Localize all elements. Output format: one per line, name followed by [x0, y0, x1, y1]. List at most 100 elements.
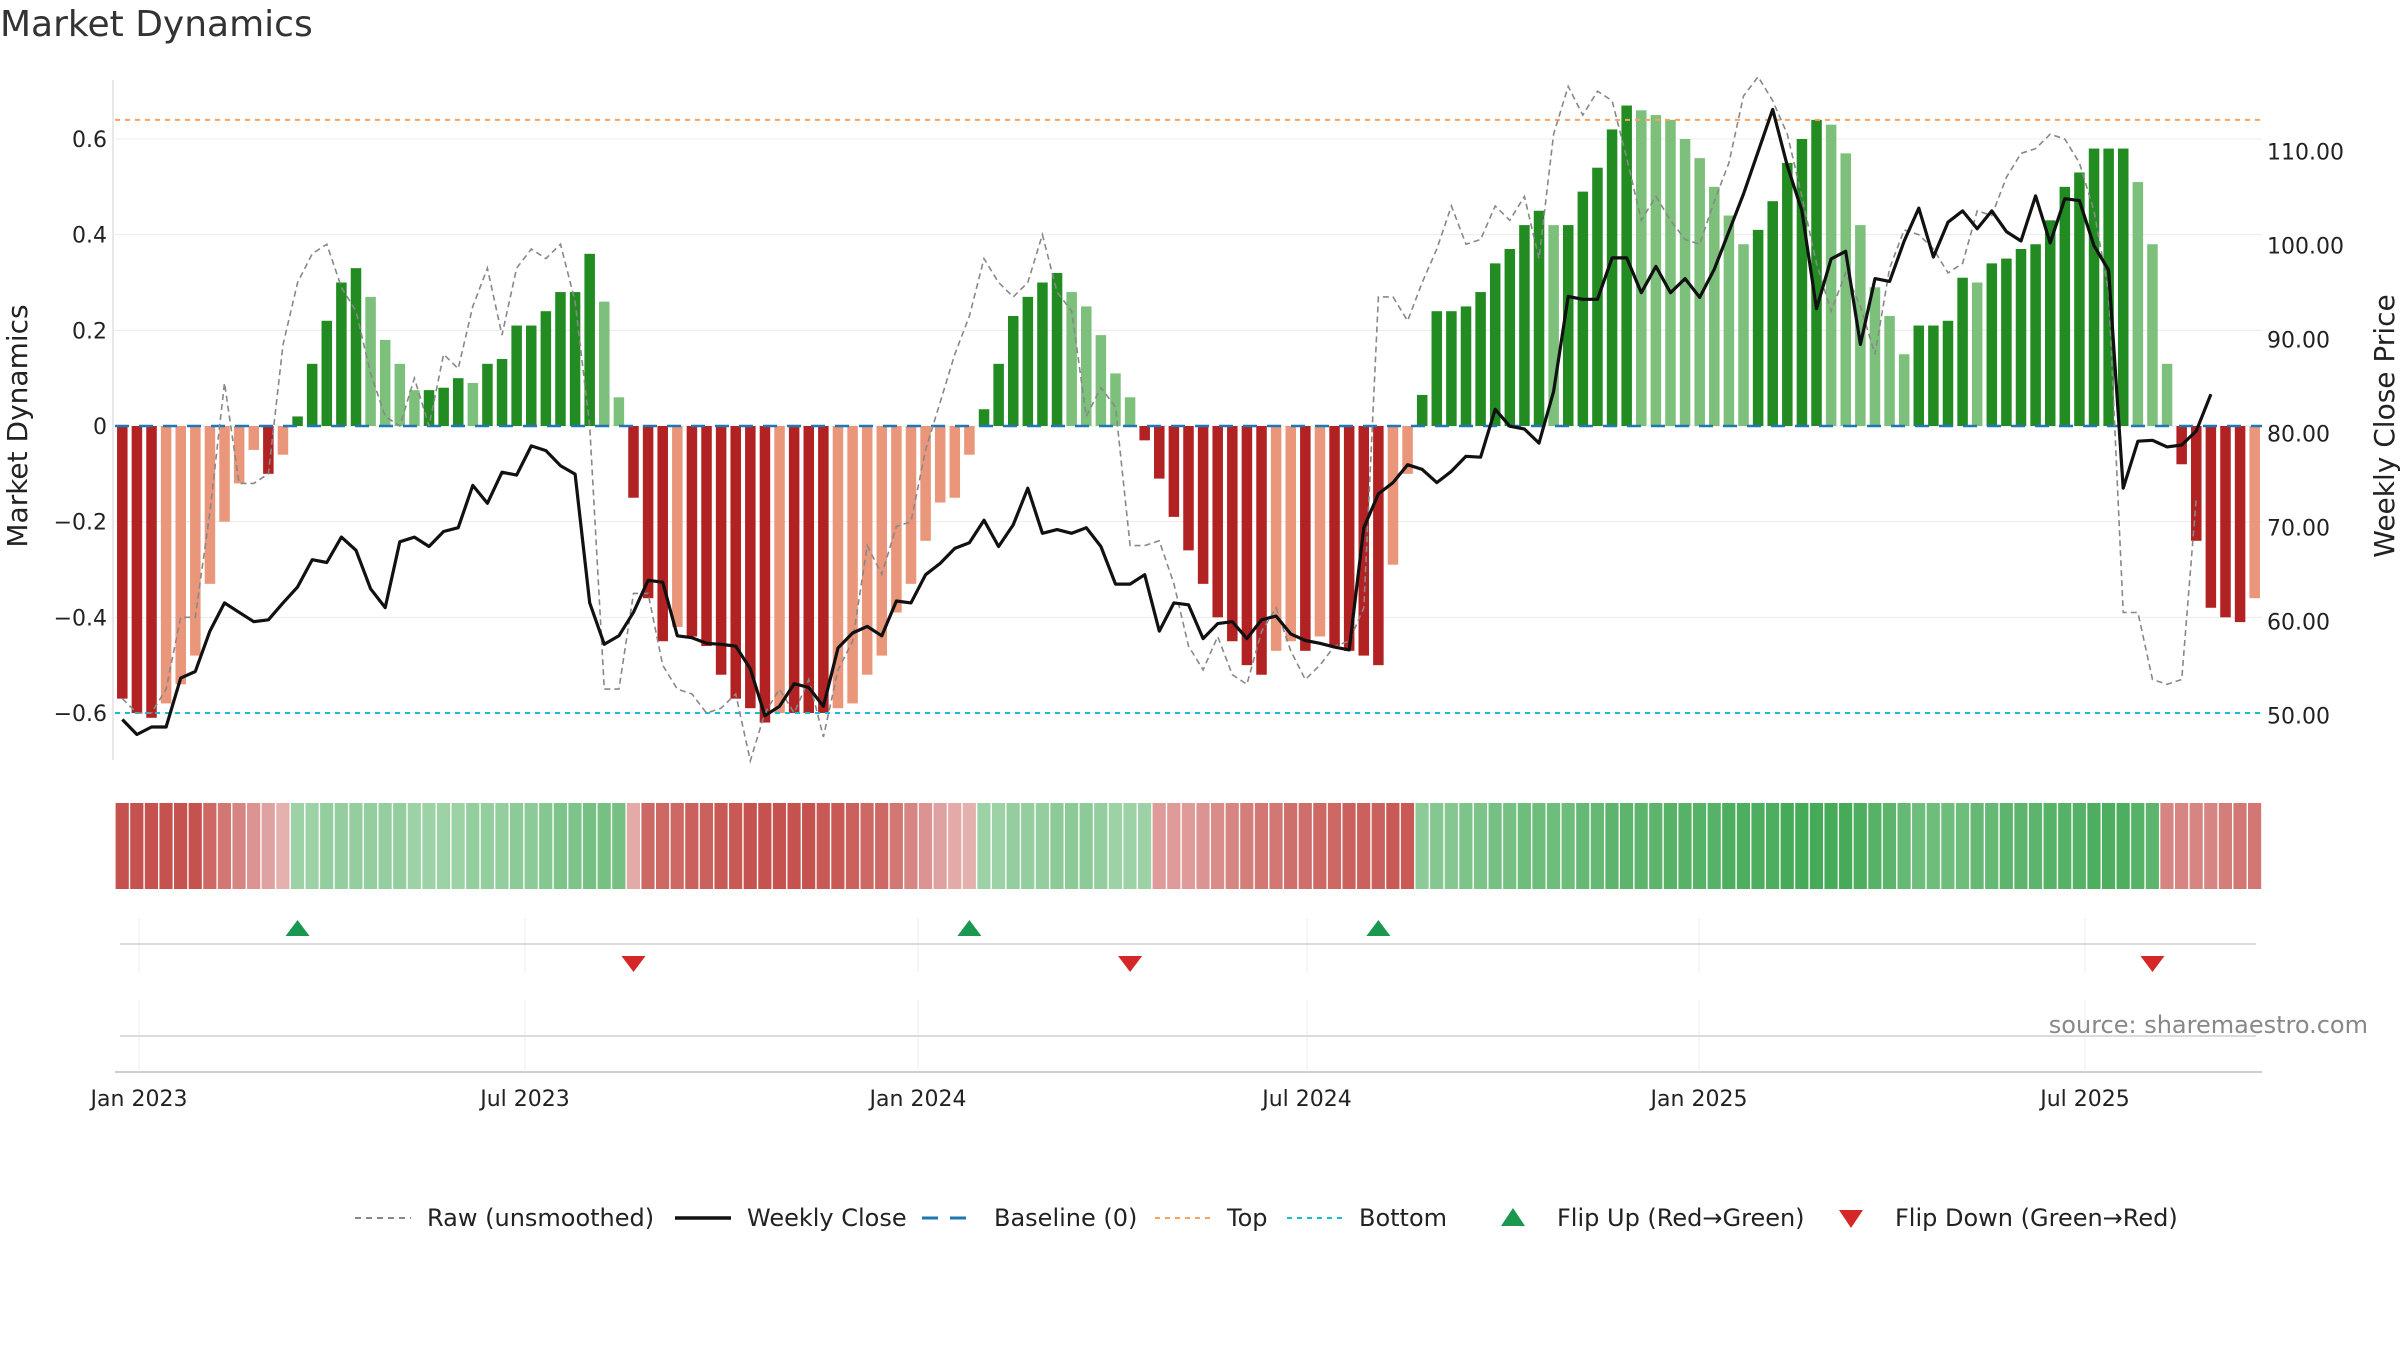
state-cell — [217, 803, 232, 889]
md-bar — [1884, 315, 1895, 426]
md-bar — [599, 301, 610, 426]
md-bar — [1723, 215, 1735, 426]
state-cell — [349, 803, 363, 889]
state-cell — [144, 803, 159, 889]
state-cell — [1517, 803, 1531, 889]
x-tick-label: Jul 2024 — [1260, 1087, 1352, 1112]
triangle-up-icon — [1501, 1208, 1525, 1226]
state-cell — [1941, 803, 1955, 889]
md-bar — [1110, 373, 1121, 426]
state-cell — [2233, 803, 2247, 889]
state-cell — [1970, 803, 1984, 889]
legend-item: Top — [1155, 1204, 1268, 1232]
state-cell — [1225, 803, 1239, 889]
md-bar — [1227, 426, 1238, 642]
md-bar — [1343, 426, 1355, 651]
md-bar — [277, 426, 289, 455]
md-bar — [1051, 272, 1063, 426]
legend-item: Weekly Close — [675, 1204, 907, 1232]
state-cell — [524, 803, 538, 889]
state-cell — [2247, 803, 2262, 889]
close-series — [121, 107, 2213, 737]
state-cell — [290, 803, 305, 889]
x-tick-label: Jul 2023 — [478, 1087, 570, 1112]
md-bar — [584, 253, 595, 426]
state-cell — [1619, 803, 1634, 889]
left-axis: −0.6 −0.4 −0.2 0 0.2 0.4 0.6 Market Dynamics — [1, 80, 114, 760]
state-cell — [1269, 803, 1283, 889]
md-bar — [2030, 244, 2041, 426]
md-bar — [2132, 182, 2144, 426]
right-tick-label: 70.00 — [2267, 517, 2330, 542]
state-cell — [2189, 803, 2203, 889]
state-cell — [1459, 803, 1473, 889]
md-bar — [1679, 139, 1691, 426]
state-cell — [1561, 803, 1575, 889]
md-bar — [1636, 110, 1647, 427]
md-bar — [1241, 426, 1253, 666]
state-cell — [1751, 803, 1765, 889]
state-cell — [699, 803, 714, 889]
md-bar — [160, 426, 172, 704]
state-strip — [115, 803, 2262, 889]
state-cell — [1108, 803, 1122, 889]
state-cell — [1196, 803, 1210, 889]
md-bar — [1928, 325, 1939, 426]
x-tick-label: Jan 2025 — [1649, 1087, 1748, 1112]
state-cell — [1795, 803, 1809, 889]
state-cell — [1985, 803, 1999, 889]
state-cell — [714, 803, 728, 889]
chart-title: Market Dynamics — [0, 4, 313, 45]
date-panel: Jan 2023 Jul 2023 Jan 2024 Jul 2024 Jan 2025… — [89, 1000, 2262, 1112]
state-cell — [962, 803, 976, 889]
state-cell — [1094, 803, 1108, 889]
state-cell — [875, 803, 889, 889]
md-bar — [920, 426, 931, 541]
md-bar — [1066, 292, 1077, 426]
state-cell — [276, 803, 290, 889]
md-bar — [1373, 426, 1384, 666]
state-cell — [758, 803, 772, 889]
close-line — [121, 107, 2213, 737]
state-cell — [451, 803, 465, 889]
state-cell — [904, 803, 918, 889]
right-tick-label: 50.00 — [2267, 705, 2330, 730]
state-cell — [626, 803, 640, 889]
state-cell — [1912, 803, 1926, 889]
state-cell — [831, 803, 845, 889]
state-cell — [393, 803, 407, 889]
state-cell — [1298, 803, 1312, 889]
md-bar — [1986, 263, 1998, 426]
state-cell — [174, 803, 188, 889]
state-cell — [1955, 803, 1970, 889]
md-bar — [949, 426, 961, 498]
legend-item: Bottom — [1287, 1204, 1447, 1232]
md-bar — [715, 426, 727, 675]
state-cell — [1473, 803, 1488, 889]
md-bar — [2205, 426, 2217, 608]
state-cell — [1064, 803, 1079, 889]
x-tick-label: Jul 2025 — [2038, 1087, 2130, 1112]
flip-down-marker — [1118, 956, 1143, 972]
md-bar — [306, 363, 318, 426]
state-cell — [2072, 803, 2086, 889]
state-cell — [729, 803, 743, 889]
state-cell — [1211, 803, 1225, 889]
right-tick-label: 80.00 — [2267, 423, 2330, 448]
md-bar — [1562, 225, 1574, 426]
state-cell — [2116, 803, 2130, 889]
state-cell — [1839, 803, 1853, 889]
state-cell — [933, 803, 947, 889]
md-bar — [2234, 426, 2246, 623]
md-bar — [891, 426, 902, 613]
md-bar — [1139, 426, 1150, 441]
legend-label: Bottom — [1359, 1204, 1447, 1232]
md-bar — [1285, 426, 1296, 642]
state-cell — [641, 803, 655, 889]
state-cell — [2014, 803, 2028, 889]
state-cell — [1692, 803, 1707, 889]
state-cell — [743, 803, 757, 889]
md-bar — [1329, 426, 1340, 647]
state-cell — [2058, 803, 2072, 889]
md-bar — [1183, 426, 1194, 551]
